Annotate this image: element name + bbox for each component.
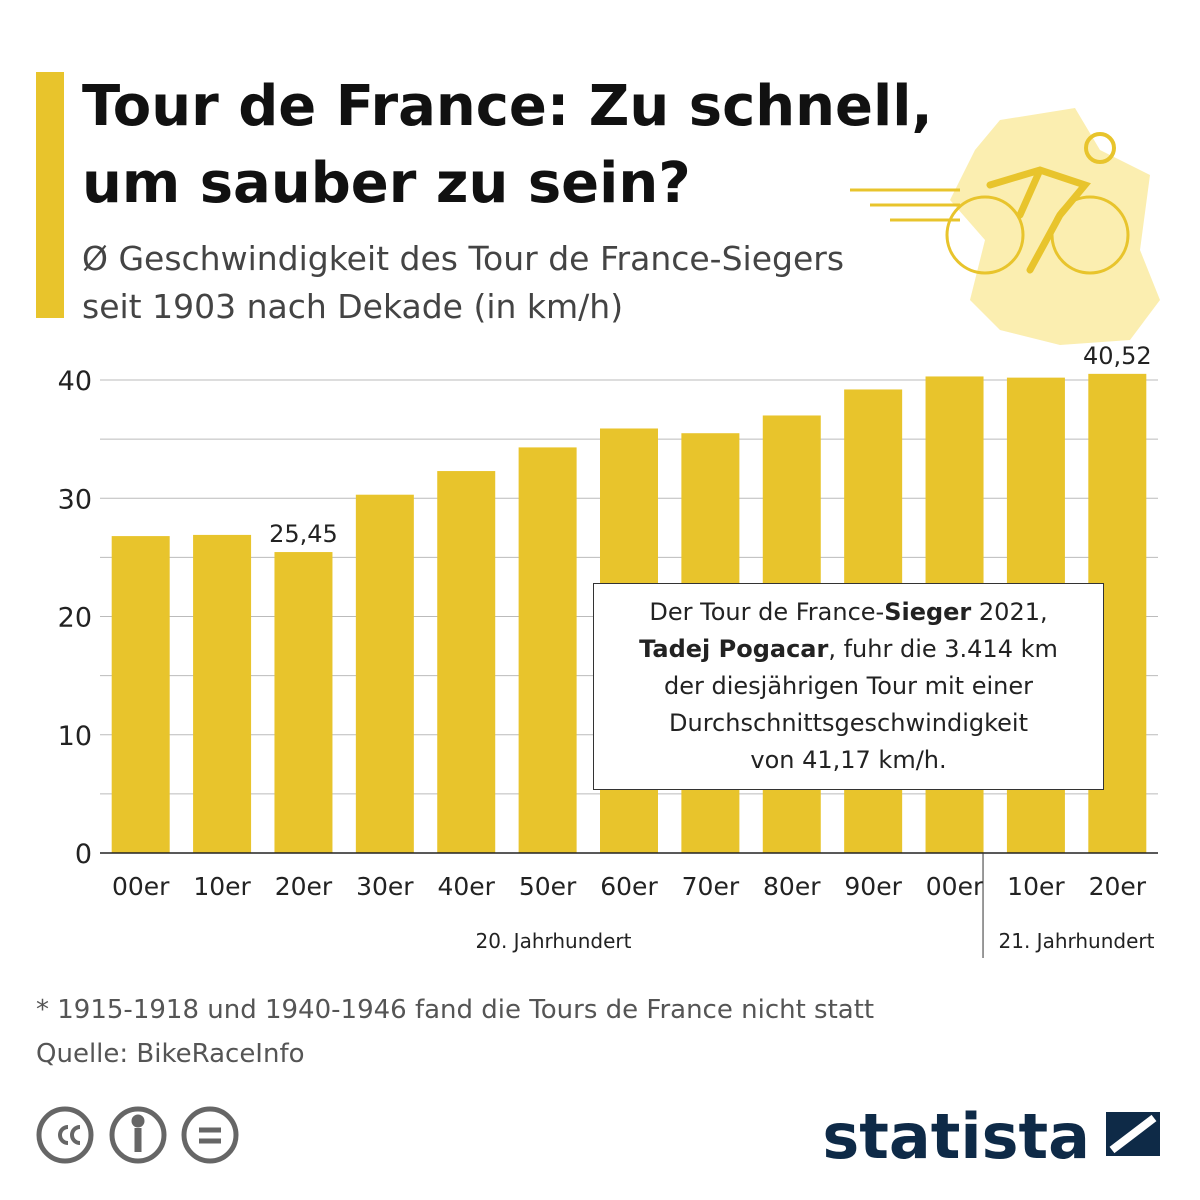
bar	[193, 534, 252, 853]
x-tick-label: 60er	[600, 872, 658, 901]
group-label: 20. Jahrhundert	[476, 929, 632, 953]
annotation-text: , fuhr die 3.414 km	[828, 635, 1058, 663]
y-tick-label: 30	[58, 484, 92, 515]
annotation-text: Der Tour de France-	[649, 598, 885, 626]
subtitle: Ø Geschwindigkeit des Tour de France-Sie…	[82, 239, 844, 278]
title-bar	[36, 72, 64, 318]
annotation-line: Der Tour de France-Sieger 2021,	[594, 594, 1103, 631]
source: Quelle: BikeRaceInfo	[36, 1039, 305, 1069]
brand-icon	[1098, 1104, 1168, 1164]
x-tick-label: 40er	[437, 872, 495, 901]
annotation-line: der diesjährigen Tour mit einer	[594, 668, 1103, 705]
bar	[437, 471, 496, 853]
x-tick-label: 00er	[112, 872, 170, 901]
bar	[518, 447, 577, 853]
bar	[111, 536, 170, 853]
annotation-text: der diesjährigen Tour mit einer	[664, 672, 1033, 700]
value-label: 40,52	[1083, 342, 1152, 370]
x-tick-label: 20er	[1089, 872, 1147, 901]
annotation-text: 2021,	[971, 598, 1048, 626]
annotation: Der Tour de France-Sieger 2021, Tadej Pog…	[593, 583, 1104, 790]
annotation-text: Durchschnittsgeschwindigkeit	[669, 709, 1028, 737]
y-tick-label: 10	[58, 721, 92, 752]
x-tick-label: 10er	[193, 872, 251, 901]
footnote: * 1915-1918 und 1940-1946 fand die Tours…	[36, 995, 874, 1025]
x-tick-label: 10er	[1007, 872, 1065, 901]
x-tick-label: 90er	[844, 872, 902, 901]
x-tick-label: 70er	[682, 872, 740, 901]
group-label: 21. Jahrhundert	[999, 929, 1155, 953]
annotation-line: von 41,17 km/h.	[594, 742, 1103, 779]
annotation-line: Tadej Pogacar, fuhr die 3.414 km	[594, 631, 1103, 668]
chart-title: Tour de France: Zu schnell,	[82, 74, 933, 139]
bar	[274, 552, 333, 853]
decoration	[850, 108, 1160, 345]
x-tick-label: 20er	[275, 872, 333, 901]
annotation-text: Tadej Pogacar	[639, 635, 829, 663]
chart-title: um sauber zu sein?	[82, 151, 691, 216]
license-icons	[36, 1106, 239, 1164]
subtitle: seit 1903 nach Dekade (in km/h)	[82, 287, 623, 326]
bar	[355, 494, 414, 853]
y-tick-label: 0	[75, 839, 92, 870]
x-tick-label: 80er	[763, 872, 821, 901]
y-tick-label: 40	[58, 366, 92, 397]
y-tick-label: 20	[58, 603, 92, 634]
value-label: 25,45	[269, 520, 338, 548]
brand-logo: statista	[822, 1100, 1090, 1173]
x-tick-label: 50er	[519, 872, 577, 901]
x-tick-label: 00er	[926, 872, 984, 901]
annotation-text: Sieger	[884, 598, 972, 626]
x-tick-label: 30er	[356, 872, 414, 901]
annotation-text: von 41,17 km/h.	[750, 746, 947, 774]
annotation-line: Durchschnittsgeschwindigkeit	[594, 705, 1103, 742]
